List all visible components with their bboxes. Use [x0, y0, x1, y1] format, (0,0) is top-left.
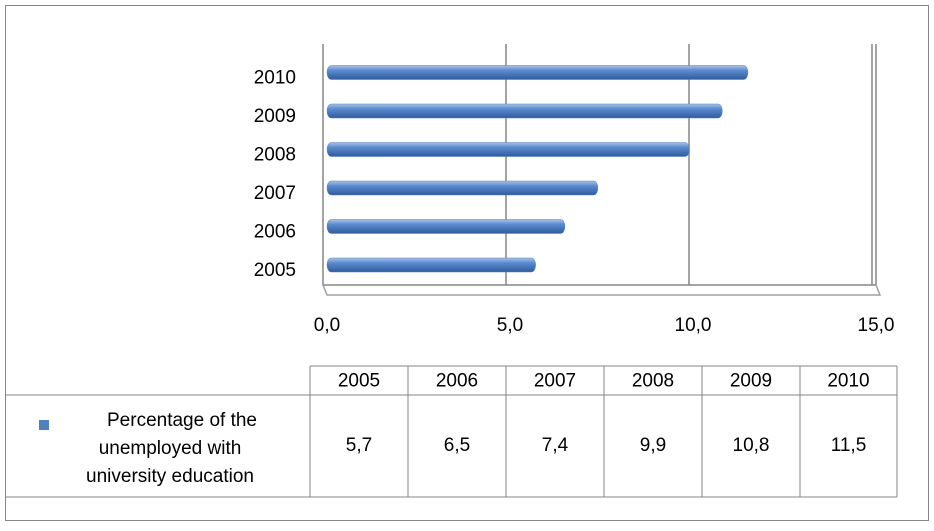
- table-header: 2009: [730, 371, 772, 392]
- bar: [326, 180, 599, 196]
- table-header: 2010: [827, 371, 869, 392]
- table-value: 6,5: [444, 435, 470, 456]
- y-tick-label: 2005: [254, 260, 296, 281]
- bar: [326, 142, 690, 157]
- plot-frame: [322, 44, 877, 286]
- bar: [326, 257, 536, 273]
- y-tick-label: 2008: [254, 145, 296, 166]
- table-header: 2008: [632, 371, 674, 392]
- x-tick-label: 0,0: [314, 315, 340, 336]
- bar: [326, 65, 749, 80]
- table-header: 2005: [338, 371, 380, 392]
- y-tick-label: 2007: [254, 183, 296, 204]
- y-tick-label: 2009: [254, 106, 296, 127]
- table-value: 5,7: [346, 435, 372, 456]
- x-tick-label: 5,0: [497, 315, 523, 336]
- y-tick-label: 2010: [254, 68, 296, 89]
- table-header: 2007: [534, 371, 576, 392]
- legend-label: Percentage of the unemployed with universi…: [86, 410, 257, 487]
- y-tick-label: 2006: [254, 222, 296, 243]
- table-header: 2006: [436, 371, 478, 392]
- table-value: 10,8: [733, 435, 770, 456]
- x-tick-label: 10,0: [675, 315, 712, 336]
- table-value: 11,5: [831, 435, 867, 456]
- table-value: 9,9: [640, 435, 666, 456]
- bar: [326, 219, 566, 234]
- plot-floor: [322, 284, 882, 296]
- bar: [326, 103, 723, 119]
- x-tick-label: 15,0: [858, 315, 895, 336]
- table-value: 7,4: [542, 435, 569, 456]
- legend-marker: [39, 420, 49, 430]
